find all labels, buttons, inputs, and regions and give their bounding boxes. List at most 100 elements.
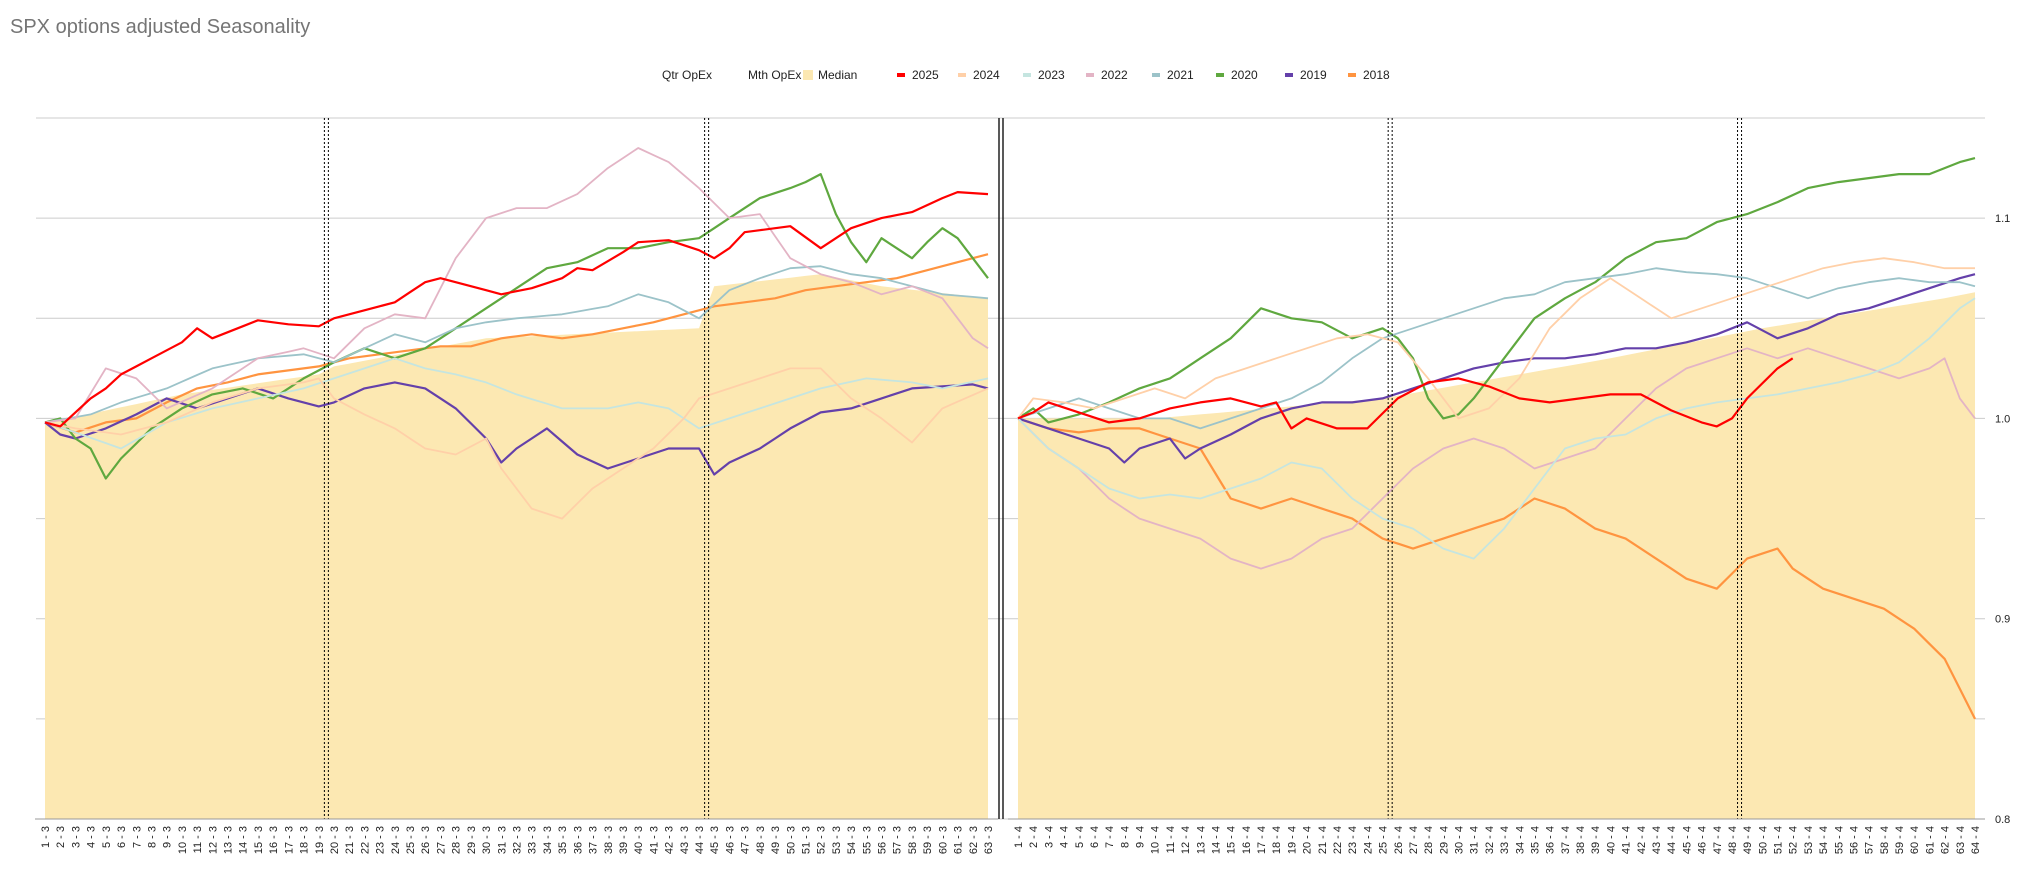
x-tick-label: 13 - 4 — [1195, 826, 1207, 854]
legend-label: 2019 — [1300, 68, 1327, 82]
x-tick-label: 1 - 3 — [40, 826, 52, 848]
x-tick-label: 5 - 3 — [101, 826, 113, 848]
x-tick-label: 18 - 3 — [299, 826, 311, 854]
median-area — [45, 274, 988, 819]
legend-label: Mth OpEx — [748, 68, 801, 82]
legend-label: 2023 — [1038, 68, 1065, 82]
x-tick-label: 37 - 3 — [588, 826, 600, 854]
series-line-2025 — [1017, 357, 1794, 430]
x-tick-label: 31 - 3 — [496, 826, 508, 854]
x-tick-label: 4 - 4 — [1059, 826, 1071, 848]
x-tick-label: 24 - 3 — [390, 826, 402, 854]
x-tick-label: 52 - 4 — [1788, 826, 1800, 854]
x-tick-label: 51 - 4 — [1773, 826, 1785, 854]
x-tick-label: 57 - 4 — [1864, 826, 1876, 854]
x-tick-label: 47 - 4 — [1712, 826, 1724, 854]
x-tick-label: 61 - 3 — [953, 826, 965, 854]
x-tick-label: 22 - 4 — [1332, 826, 1344, 854]
x-tick-label: 8 - 3 — [146, 826, 158, 848]
x-tick-label: 29 - 4 — [1438, 826, 1450, 854]
x-tick-label: 55 - 4 — [1833, 826, 1845, 854]
x-tick-label: 48 - 4 — [1727, 826, 1739, 854]
x-tick-label: 36 - 4 — [1545, 826, 1557, 854]
x-tick-label: 63 - 3 — [983, 826, 995, 854]
x-tick-label: 50 - 3 — [785, 826, 797, 854]
x-tick-label: 54 - 4 — [1818, 826, 1830, 854]
x-tick-label: 1 - 4 — [1013, 826, 1025, 848]
x-tick-label: 17 - 3 — [283, 826, 295, 854]
x-tick-label: 2 - 3 — [55, 826, 67, 848]
x-tick-label: 45 - 4 — [1681, 826, 1693, 854]
series-line-2018 — [44, 253, 989, 434]
x-tick-label: 38 - 3 — [603, 826, 615, 854]
series-line-2020 — [44, 173, 989, 480]
x-tick-label: 12 - 3 — [207, 826, 219, 854]
x-tick-label: 10 - 4 — [1150, 826, 1162, 854]
y-tick-label: 0.8 — [1995, 814, 2010, 826]
series-line-2024 — [44, 367, 989, 520]
x-tick-label: 26 - 3 — [420, 826, 432, 854]
x-tick-label: 57 - 3 — [892, 826, 904, 854]
x-tick-label: 21 - 3 — [344, 826, 356, 854]
x-tick-label: 14 - 3 — [238, 826, 250, 854]
x-tick-label: 41 - 3 — [648, 826, 660, 854]
x-tick-label: 13 - 3 — [223, 826, 235, 854]
x-tick-label: 20 - 4 — [1302, 826, 1314, 854]
x-tick-label: 16 - 3 — [268, 826, 280, 854]
x-tick-label: 6 - 3 — [116, 826, 128, 848]
x-tick-label: 5 - 4 — [1074, 826, 1086, 848]
legend-label: Qtr OpEx — [662, 68, 712, 82]
x-tick-label: 7 - 4 — [1104, 826, 1116, 848]
x-tick-label: 16 - 4 — [1241, 826, 1253, 854]
x-tick-label: 17 - 4 — [1256, 826, 1268, 854]
x-tick-label: 12 - 4 — [1180, 826, 1192, 854]
x-tick-label: 40 - 4 — [1605, 826, 1617, 854]
x-tick-label: 49 - 3 — [770, 826, 782, 854]
x-tick-label: 63 - 4 — [1955, 826, 1967, 854]
x-tick-label: 55 - 3 — [861, 826, 873, 854]
x-tick-label: 15 - 4 — [1226, 826, 1238, 854]
x-tick-label: 6 - 4 — [1089, 826, 1101, 848]
x-tick-label: 11 - 4 — [1165, 826, 1177, 853]
x-tick-label: 8 - 4 — [1119, 826, 1131, 848]
series-line-2021 — [1017, 267, 1976, 430]
x-tick-label: 53 - 3 — [831, 826, 843, 854]
x-tick-label: 42 - 4 — [1636, 826, 1648, 854]
x-tick-label: 4 - 3 — [86, 826, 98, 848]
series-line-2025 — [44, 191, 989, 428]
x-tick-label: 20 - 3 — [329, 826, 341, 854]
legend-label: 2021 — [1167, 68, 1194, 82]
legend-label: 2022 — [1101, 68, 1128, 82]
x-tick-label: 45 - 3 — [709, 826, 721, 854]
x-tick-label: 49 - 4 — [1742, 826, 1754, 854]
x-tick-label: 59 - 4 — [1894, 826, 1906, 854]
legend-swatch — [803, 70, 813, 80]
x-tick-label: 39 - 3 — [618, 826, 630, 854]
legend-label: 2018 — [1363, 68, 1390, 82]
series-line-2022 — [44, 147, 989, 424]
legend-label: 2025 — [912, 68, 939, 82]
series-line-2022 — [1017, 347, 1976, 570]
y-tick-label: 1.1 — [1995, 213, 2010, 225]
x-tick-label: 29 - 3 — [466, 826, 478, 854]
x-tick-label: 56 - 3 — [877, 826, 889, 854]
x-tick-label: 60 - 4 — [1909, 826, 1921, 854]
x-tick-label: 47 - 3 — [740, 826, 752, 854]
chart-legend: Qtr OpEx Mth OpEx Median 2025 2024 2023 2022 20… — [662, 68, 1390, 82]
x-tick-label: 26 - 4 — [1393, 826, 1405, 854]
x-tick-label: 36 - 3 — [572, 826, 584, 854]
x-tick-label: 58 - 3 — [907, 826, 919, 854]
x-tick-label: 23 - 3 — [375, 826, 387, 854]
series-line-2023 — [1017, 297, 1976, 560]
x-tick-label: 7 - 3 — [131, 826, 143, 848]
panel-divider — [998, 118, 1004, 819]
x-tick-label: 22 - 3 — [359, 826, 371, 854]
x-tick-label: 9 - 3 — [162, 826, 174, 848]
x-tick-label: 41 - 4 — [1621, 826, 1633, 854]
x-tick-label: 23 - 4 — [1347, 826, 1359, 854]
x-tick-label: 35 - 3 — [557, 826, 569, 854]
x-tick-label: 21 - 4 — [1317, 826, 1329, 854]
x-tick-label: 33 - 4 — [1499, 826, 1511, 854]
x-tick-label: 28 - 4 — [1423, 826, 1435, 854]
